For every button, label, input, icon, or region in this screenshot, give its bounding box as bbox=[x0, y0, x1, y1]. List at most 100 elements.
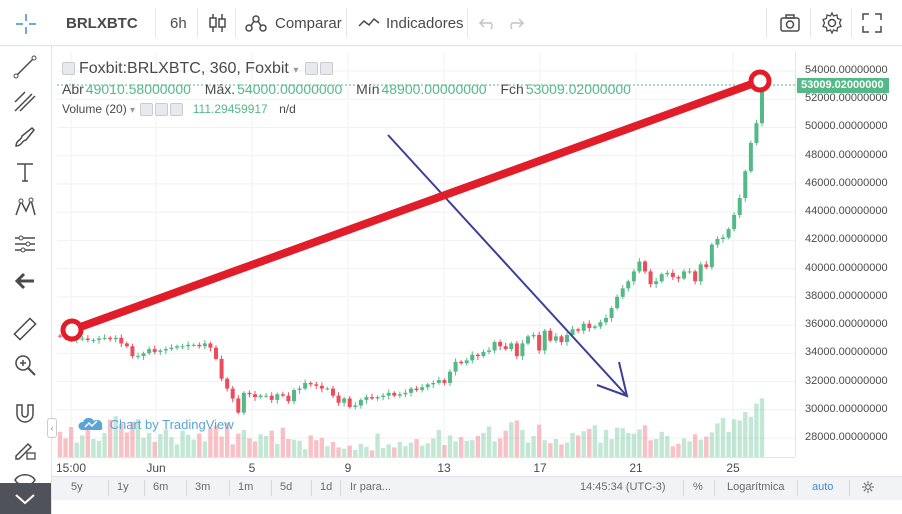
magnet-tool[interactable] bbox=[10, 398, 40, 428]
volume-bar bbox=[687, 441, 692, 457]
volume-bar bbox=[503, 430, 508, 457]
candle-body bbox=[102, 337, 107, 339]
caret-down-icon[interactable]: ▾ bbox=[130, 105, 136, 116]
time-axis[interactable] bbox=[57, 457, 795, 475]
volume-bar bbox=[230, 444, 235, 457]
range-button-1d[interactable]: 1d bbox=[320, 481, 333, 493]
bottom-divider bbox=[340, 480, 341, 496]
candle-body bbox=[58, 335, 62, 337]
blue-arrow-drawing bbox=[387, 134, 628, 397]
clock[interactable]: 14:45:34 (UTC-3) bbox=[580, 481, 666, 493]
redo-icon[interactable] bbox=[503, 11, 527, 35]
candle-body bbox=[319, 385, 324, 389]
volume-bar bbox=[325, 446, 330, 457]
range-button-6m[interactable]: 6m bbox=[153, 481, 169, 493]
time-axis-label: 21 bbox=[629, 461, 643, 475]
goto-date-button[interactable]: Ir para... bbox=[350, 481, 391, 493]
candle-body bbox=[108, 337, 113, 340]
pattern-tool[interactable] bbox=[10, 193, 40, 223]
indicators-icon[interactable] bbox=[357, 11, 381, 35]
range-button-3m[interactable]: 3m bbox=[195, 481, 211, 493]
trend-line-tool[interactable] bbox=[10, 52, 40, 82]
candle-body bbox=[459, 361, 464, 364]
candle-body bbox=[303, 382, 308, 389]
collapse-pane-button[interactable]: ‹ bbox=[47, 418, 57, 438]
candle-body bbox=[726, 229, 731, 238]
volume-bar bbox=[224, 422, 230, 457]
toolbar-expand-button[interactable] bbox=[0, 483, 51, 514]
compare-icon[interactable] bbox=[244, 11, 268, 35]
settings-toggle-icon[interactable] bbox=[155, 103, 169, 117]
price-axis-label: 46000.00000000 bbox=[805, 176, 888, 189]
volume-bar bbox=[247, 438, 252, 457]
interval-button[interactable]: 6h bbox=[170, 15, 187, 32]
volume-bar bbox=[202, 441, 208, 457]
caret-down-icon[interactable]: ▾ bbox=[293, 65, 299, 76]
price-chart[interactable] bbox=[57, 52, 795, 457]
volume-bar bbox=[447, 435, 453, 457]
candle-style-icon[interactable] bbox=[205, 11, 229, 35]
candle-body bbox=[214, 347, 218, 359]
volume-bar bbox=[403, 446, 408, 457]
crosshair-tool-icon[interactable] bbox=[14, 12, 38, 36]
volume-bar bbox=[587, 428, 592, 457]
prediction-tool[interactable] bbox=[10, 229, 40, 259]
volume-bar bbox=[336, 447, 341, 457]
compare-button[interactable]: Comparar bbox=[275, 15, 342, 32]
volume-bar bbox=[754, 403, 759, 457]
volume-bar bbox=[91, 439, 96, 457]
price-axis-label: 48000.00000000 bbox=[805, 148, 888, 161]
range-button-5y[interactable]: 5y bbox=[71, 481, 83, 493]
text-tool[interactable] bbox=[10, 157, 40, 187]
chart-legend-title: Foxbit:BRLXBTC, 360, Foxbit ▾ bbox=[62, 60, 333, 78]
candle-body bbox=[565, 334, 569, 343]
zoom-tool[interactable] bbox=[10, 350, 40, 380]
pitchfork-tool[interactable] bbox=[10, 86, 40, 116]
bottom-toolbar bbox=[52, 476, 902, 500]
price-axis-label: 44000.00000000 bbox=[805, 205, 888, 218]
measure-tool[interactable] bbox=[10, 314, 40, 344]
volume-bar bbox=[96, 440, 102, 457]
time-axis-label: 25 bbox=[726, 461, 740, 475]
gear-icon[interactable] bbox=[820, 11, 844, 35]
fullscreen-icon[interactable] bbox=[860, 11, 884, 35]
eye-toggle-icon[interactable] bbox=[304, 62, 318, 76]
volume-bar bbox=[263, 436, 269, 457]
range-button-5d[interactable]: 5d bbox=[280, 481, 293, 493]
range-button-1y[interactable]: 1y bbox=[117, 481, 129, 493]
volume-bar bbox=[525, 442, 531, 457]
bottom-divider bbox=[144, 480, 145, 496]
lock-drawings-tool[interactable] bbox=[10, 434, 40, 464]
indicators-button[interactable]: Indicadores bbox=[386, 15, 464, 32]
log-scale-toggle[interactable]: Logarítmica bbox=[727, 481, 785, 493]
settings-toggle-icon[interactable] bbox=[319, 62, 333, 76]
time-axis-label: 17 bbox=[533, 461, 547, 475]
range-button-1m[interactable]: 1m bbox=[238, 481, 254, 493]
price-axis[interactable] bbox=[795, 52, 902, 457]
volume-bar bbox=[319, 437, 325, 457]
volume-bar bbox=[453, 441, 458, 457]
tradingview-watermark[interactable]: Chart by TradingView bbox=[78, 416, 234, 432]
volume-bar bbox=[291, 439, 297, 457]
brush-tool[interactable] bbox=[10, 122, 40, 152]
undo-icon[interactable] bbox=[476, 11, 500, 35]
camera-icon[interactable] bbox=[778, 11, 802, 35]
candle-body bbox=[698, 264, 703, 282]
volume-bar bbox=[124, 432, 130, 457]
percent-toggle[interactable]: % bbox=[693, 481, 703, 493]
symbol-search-button[interactable]: BRLXBTC bbox=[66, 15, 138, 32]
candle-body bbox=[748, 142, 753, 172]
gear-icon[interactable] bbox=[861, 480, 875, 494]
eye-toggle-icon[interactable] bbox=[140, 103, 154, 117]
candle-body bbox=[124, 343, 129, 347]
volume-bar bbox=[626, 433, 631, 457]
volume-bar bbox=[392, 447, 397, 457]
volume-bar bbox=[486, 426, 492, 457]
legend-collapse-button[interactable] bbox=[62, 62, 75, 76]
auto-scale-toggle[interactable]: auto bbox=[812, 481, 834, 493]
volume-na: n/d bbox=[279, 102, 296, 116]
arrow-tool[interactable] bbox=[10, 266, 40, 296]
candle-body bbox=[743, 171, 748, 199]
close-toggle-icon[interactable] bbox=[170, 103, 184, 117]
candle-body bbox=[526, 336, 530, 344]
